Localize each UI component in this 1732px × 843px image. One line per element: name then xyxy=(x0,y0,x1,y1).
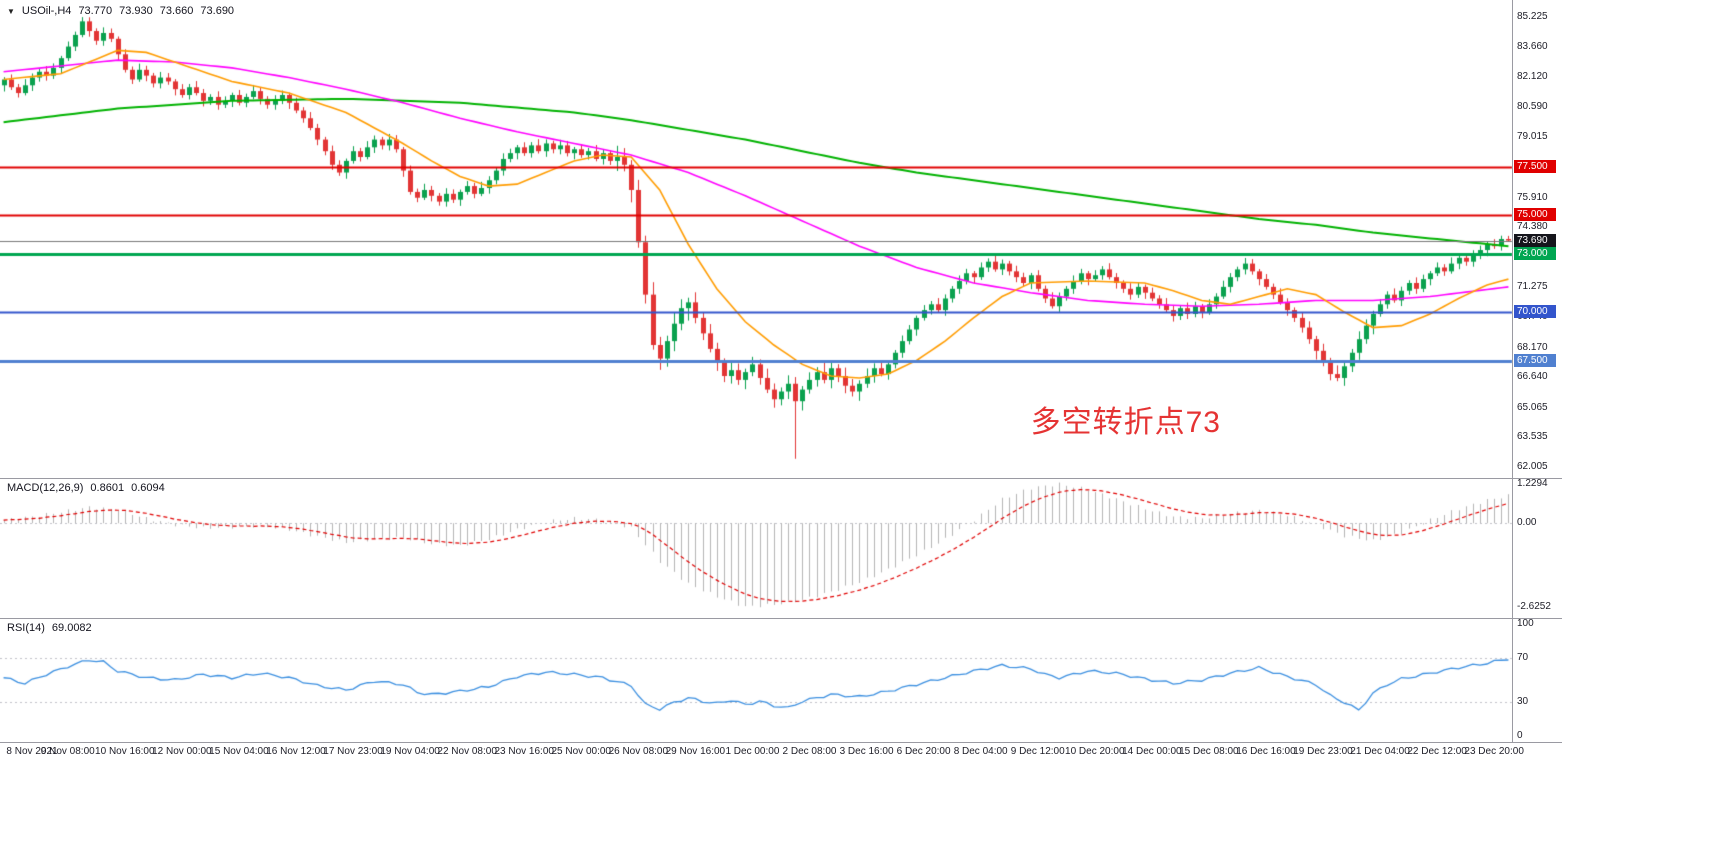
macd-axis-label: 0.00 xyxy=(1517,517,1537,529)
price-level-badge: 67.500 xyxy=(1514,353,1556,367)
price-axis-label: 83.660 xyxy=(1517,41,1548,53)
time-axis-label: 3 Dec 16:00 xyxy=(839,746,894,757)
panel-divider-macd[interactable] xyxy=(0,478,1562,479)
price-axis-label: 68.170 xyxy=(1517,341,1548,353)
rsi-name: RSI(14) xyxy=(7,622,45,634)
panel-divider-bottom[interactable] xyxy=(0,742,1562,743)
macd-indicator-label: MACD(12,26,9) 0.8601 0.6094 xyxy=(7,482,165,494)
time-axis-label: 9 Dec 12:00 xyxy=(1010,746,1065,757)
time-axis-label: 1 Dec 00:00 xyxy=(725,746,780,757)
chart-annotation-text[interactable]: 多空转折点73 xyxy=(1030,406,1221,440)
rsi-axis-label: 30 xyxy=(1517,696,1529,708)
price-axis-label: 63.535 xyxy=(1517,431,1548,443)
time-axis-label: 22 Nov 08:00 xyxy=(437,746,497,757)
time-axis-label: 8 Nov 2021 xyxy=(6,746,58,757)
symbol-info-bar: ▼ USOil-,H4 73.770 73.930 73.660 73.690 xyxy=(7,5,234,17)
time-axis-label: 14 Dec 00:00 xyxy=(1122,746,1182,757)
time-axis-label: 23 Dec 20:00 xyxy=(1464,746,1524,757)
price-axis[interactable]: 85.225 83.660 82.120 80.590 79.015 75.910 74.3… xyxy=(1514,0,1730,762)
ohlc-open: 73.770 xyxy=(78,5,113,17)
price-axis-label: 75.910 xyxy=(1517,191,1548,203)
time-axis-label: 16 Nov 12:00 xyxy=(266,746,326,757)
time-axis-label: 29 Nov 16:00 xyxy=(665,746,726,757)
price-axis-label: 62.005 xyxy=(1517,461,1548,472)
time-axis-label: 19 Nov 04:00 xyxy=(380,746,440,757)
time-axis-label: 21 Dec 04:00 xyxy=(1350,746,1410,757)
rsi-axis-label: 70 xyxy=(1517,651,1529,663)
price-axis-label: 80.590 xyxy=(1517,100,1548,112)
ohlc-close: 73.690 xyxy=(200,5,235,17)
time-axis-label: 2 Dec 08:00 xyxy=(782,746,837,757)
time-axis-label: 26 Nov 08:00 xyxy=(608,746,669,757)
time-axis-label: 22 Dec 12:00 xyxy=(1407,746,1467,757)
time-axis-label: 6 Dec 20:00 xyxy=(896,746,951,757)
time-axis-label: 8 Dec 04:00 xyxy=(953,746,1008,757)
rsi-value: 69.0082 xyxy=(51,622,92,634)
rsi-axis-label: 0 xyxy=(1517,730,1523,741)
time-axis-label: 19 Dec 23:00 xyxy=(1293,746,1353,757)
price-level-badge: 73.000 xyxy=(1514,246,1556,260)
symbol-dropdown-icon[interactable]: ▼ xyxy=(7,6,15,16)
ohlc-low: 73.660 xyxy=(159,5,194,17)
price-level-badge: 77.500 xyxy=(1514,159,1556,173)
rsi-axis-label: 100 xyxy=(1517,618,1534,629)
price-axis-label: 74.380 xyxy=(1517,221,1548,233)
time-axis-label: 10 Dec 20:00 xyxy=(1065,746,1125,757)
panel-divider-rsi[interactable] xyxy=(0,618,1562,619)
macd-name: MACD(12,26,9) xyxy=(7,482,84,494)
macd-axis-label: -2.6252 xyxy=(1517,601,1551,612)
price-axis-label: 79.015 xyxy=(1517,131,1548,143)
time-axis-label: 25 Nov 00:00 xyxy=(551,746,612,757)
macd-value-signal: 0.6094 xyxy=(131,482,165,494)
rsi-indicator-label: RSI(14) 69.0082 xyxy=(7,622,92,634)
price-axis-label: 71.275 xyxy=(1517,281,1548,293)
macd-value-main: 0.8601 xyxy=(90,482,125,494)
ohlc-high: 73.930 xyxy=(119,5,153,17)
time-axis-label: 12 Nov 00:00 xyxy=(152,746,212,757)
price-axis-label: 85.225 xyxy=(1517,11,1548,22)
price-level-badge: 70.000 xyxy=(1514,305,1556,319)
time-axis-label: 16 Dec 16:00 xyxy=(1236,746,1296,757)
price-axis-label: 66.640 xyxy=(1517,371,1548,383)
macd-axis-label: 1.2294 xyxy=(1517,478,1548,489)
time-axis-label: 15 Nov 04:00 xyxy=(209,746,269,757)
time-axis-label: 15 Dec 08:00 xyxy=(1179,746,1239,757)
price-level-badge: 73.690 xyxy=(1514,233,1556,247)
symbol-name: USOil-,H4 xyxy=(21,5,72,17)
price-axis-border xyxy=(1512,0,1513,742)
price-axis-label: 82.120 xyxy=(1517,71,1548,83)
time-axis[interactable]: 8 Nov 2021 9 Nov 08:00 10 Nov 16:00 12 Nov … xyxy=(0,746,1732,760)
price-axis-label: 65.065 xyxy=(1517,401,1548,413)
price-level-badge: 75.000 xyxy=(1514,208,1556,222)
time-axis-label: 23 Nov 16:00 xyxy=(494,746,554,757)
time-axis-label: 17 Nov 23:00 xyxy=(323,746,383,757)
time-axis-label: 10 Nov 16:00 xyxy=(95,746,155,757)
time-axis-label: 9 Nov 08:00 xyxy=(40,746,95,757)
